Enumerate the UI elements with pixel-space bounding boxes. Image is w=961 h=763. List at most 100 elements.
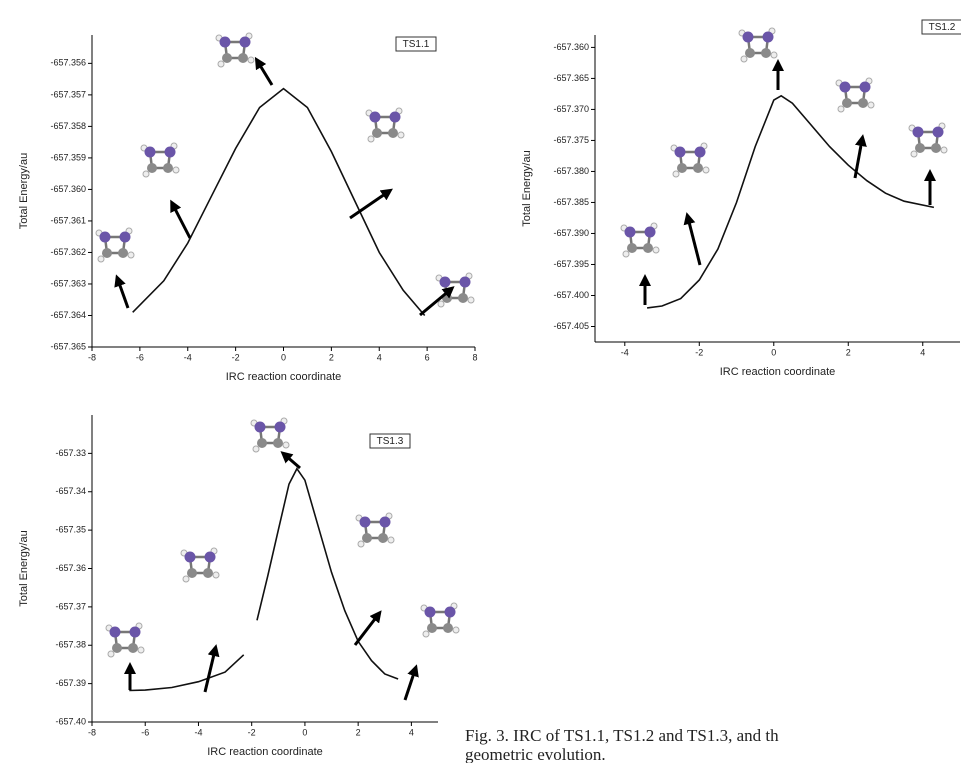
c-atom [222,53,232,63]
h-atom [173,167,179,173]
n-atom [913,127,924,138]
n-atom [675,147,686,158]
x-tick-label: -6 [141,727,149,737]
c-atom [858,98,868,108]
x-axis-label: IRC reaction coordinate [720,366,836,378]
c-atom [372,128,382,138]
c-atom [458,293,468,303]
n-atom [440,277,451,288]
n-atom [120,232,131,243]
n-atom [625,227,636,238]
n-atom [145,147,156,158]
molecule-icon [436,273,474,307]
x-tick-label: -2 [248,727,256,737]
h-atom [673,171,679,177]
x-tick-label: -2 [232,352,240,362]
c-atom [112,643,122,653]
h-atom [653,247,659,253]
molecule-icon [909,123,947,157]
page: Fig. 3. IRC of TS1.1, TS1.2 and TS1.3, a… [0,0,961,763]
x-tick-label: 4 [409,727,414,737]
y-tick-label: -657.365 [553,73,589,83]
y-tick-label: -657.38 [55,640,86,650]
c-atom [842,98,852,108]
arrow [285,455,300,468]
h-atom [703,167,709,173]
n-atom [205,552,216,563]
c-atom [147,163,157,173]
arrow [855,140,862,178]
c-atom [187,568,197,578]
c-atom [128,643,138,653]
molecule-icon [739,28,777,62]
y-tick-label: -657.364 [50,310,86,320]
h-atom [183,576,189,582]
y-tick-label: -657.357 [50,89,86,99]
h-atom [283,442,289,448]
y-tick-label: -657.358 [50,121,86,131]
n-atom [110,627,121,638]
c-atom [203,568,213,578]
n-atom [240,37,251,48]
c-atom [163,163,173,173]
x-tick-label: 0 [771,347,776,357]
n-atom [185,552,196,563]
label-box-text: TS1.3 [377,436,404,447]
molecule-icon [366,108,404,142]
energy-curve [129,469,398,691]
label-box-text: TS1.1 [403,39,430,50]
n-atom [255,422,266,433]
molecule-icon [216,33,254,67]
c-atom [238,53,248,63]
x-tick-label: 2 [356,727,361,737]
y-axis-label: Total Energy/au [521,150,533,226]
x-tick-label: -4 [194,727,202,737]
n-atom [380,517,391,528]
x-tick-label: -2 [695,347,703,357]
y-tick-label: -657.363 [50,278,86,288]
n-atom [860,82,871,93]
x-tick-label: 4 [377,352,382,362]
y-tick-label: -657.33 [55,448,86,458]
label-box-text: TS1.2 [929,22,956,33]
n-atom [130,627,141,638]
y-tick-label: -657.360 [553,42,589,52]
n-atom [645,227,656,238]
arrow [350,192,388,218]
n-atom [165,147,176,158]
molecule-icon [181,548,219,582]
arrow [173,205,190,238]
h-atom [468,297,474,303]
n-atom [933,127,944,138]
x-axis-label: IRC reaction coordinate [226,371,342,383]
molecule-icon [421,603,459,637]
h-atom [438,301,444,307]
y-tick-label: -657.370 [553,104,589,114]
y-tick-label: -657.34 [55,486,86,496]
arrow [205,650,215,692]
caption: geometric evolution. [465,745,606,763]
y-tick-label: -657.375 [553,135,589,145]
y-tick-label: -657.380 [553,166,589,176]
y-tick-label: -657.362 [50,247,86,257]
molecule-icon [621,223,659,257]
x-tick-label: 0 [281,352,286,362]
c-atom [677,163,687,173]
h-atom [868,102,874,108]
n-atom [370,112,381,123]
y-tick-label: -657.395 [553,259,589,269]
h-atom [771,52,777,58]
x-tick-label: -4 [621,347,629,357]
c-atom [362,533,372,543]
molecule-icon [141,143,179,177]
c-atom [627,243,637,253]
n-atom [360,517,371,528]
c-atom [745,48,755,58]
n-atom [460,277,471,288]
n-atom [390,112,401,123]
x-tick-label: 0 [302,727,307,737]
n-atom [100,232,111,243]
c-atom [388,128,398,138]
c-atom [257,438,267,448]
y-tick-label: -657.39 [55,678,86,688]
